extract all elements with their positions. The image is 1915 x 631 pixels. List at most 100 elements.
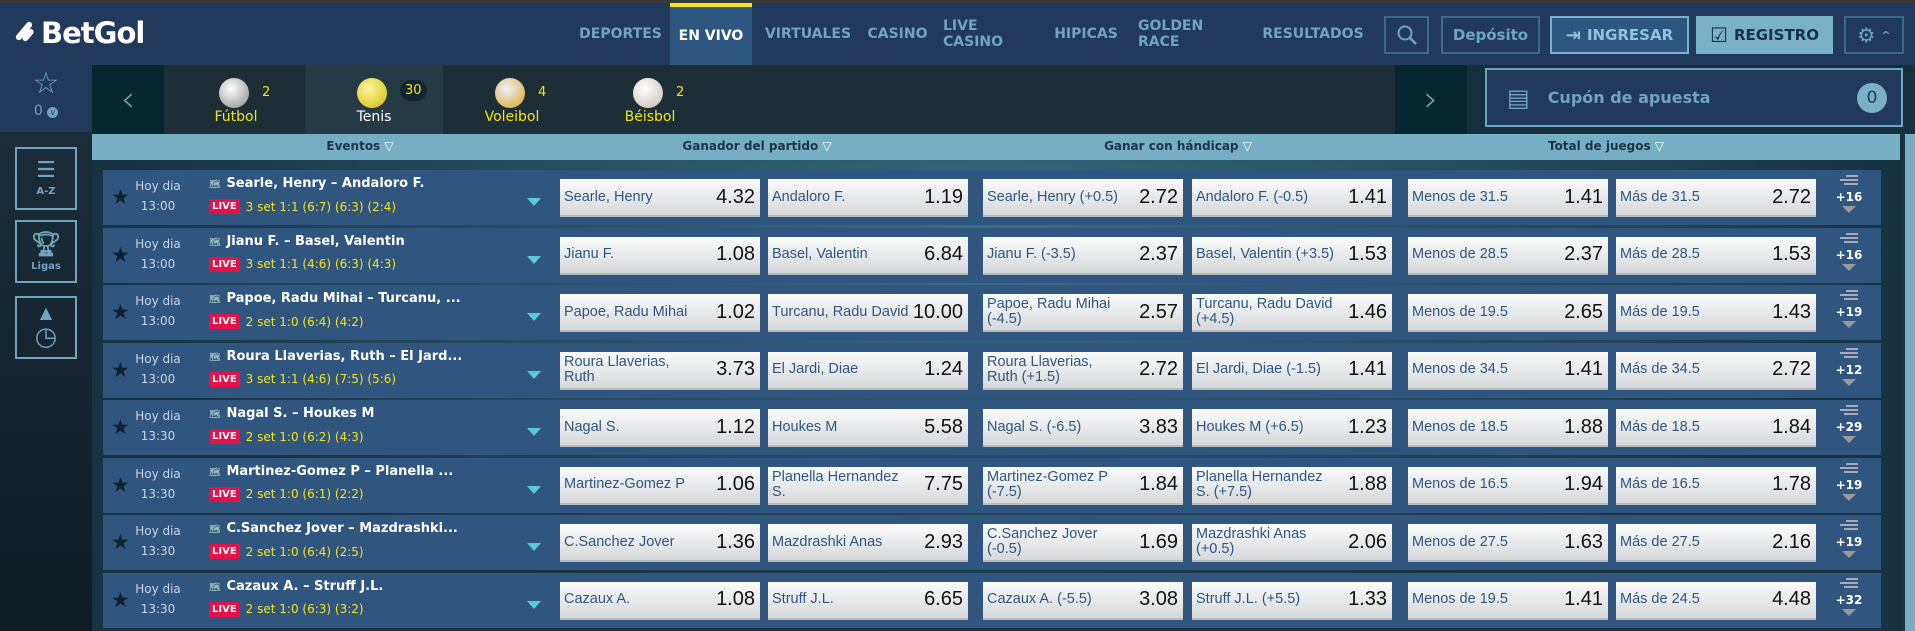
- odd-button[interactable]: Menos de 16.5 1.94: [1408, 466, 1608, 505]
- nav-live-casino[interactable]: LIVE CASINO: [943, 18, 1004, 50]
- register-button[interactable]: ☑ REGISTRO: [1696, 16, 1833, 54]
- odd-button[interactable]: Más de 27.5 2.16: [1616, 524, 1816, 562]
- odd-button[interactable]: Más de 16.5 1.78: [1616, 466, 1816, 505]
- sport-tab-béisbol[interactable]: 2 Béisbol: [581, 65, 719, 134]
- column-ganador[interactable]: Ganador del partido ▽: [682, 139, 832, 153]
- favorite-star-icon[interactable]: ★: [111, 472, 130, 497]
- odd-button[interactable]: Nagal S. (-6.5) 3.83: [983, 409, 1183, 447]
- time-sort-button[interactable]: ▲ ◷: [15, 296, 77, 359]
- favorite-star-icon[interactable]: ★: [111, 357, 130, 382]
- odd-button[interactable]: Cazaux A. (-5.5) 3.08: [983, 581, 1183, 620]
- next-sport-button[interactable]: ›: [1395, 65, 1467, 134]
- sport-tab-tenis[interactable]: 30 Tenis: [305, 65, 443, 134]
- more-markets-button[interactable]: +16: [1834, 174, 1864, 213]
- odd-button[interactable]: Basel, Valentin 6.84: [768, 236, 968, 275]
- odd-button[interactable]: Más de 19.5 1.43: [1616, 294, 1816, 332]
- column-handicap[interactable]: Ganar con hándicap ▽: [1104, 139, 1252, 153]
- expand-arrow-icon[interactable]: [527, 543, 541, 551]
- nav-virtuales[interactable]: VIRTUALES: [764, 26, 852, 42]
- sport-tab-fútbol[interactable]: 2 Fútbol: [167, 65, 305, 134]
- odd-button[interactable]: Mazdrashki Anas 2.93: [768, 524, 968, 562]
- expand-arrow-icon[interactable]: [527, 600, 541, 609]
- odd-button[interactable]: Basel, Valentin (+3.5) 1.53: [1192, 236, 1392, 275]
- prev-sport-button[interactable]: ‹: [92, 65, 164, 134]
- odd-button[interactable]: Más de 18.5 1.84: [1616, 409, 1816, 447]
- favorite-star-icon[interactable]: ★: [111, 300, 130, 324]
- odd-button[interactable]: Menos de 19.5 1.41: [1408, 581, 1608, 620]
- favorite-star-icon[interactable]: ★: [111, 587, 130, 612]
- login-button[interactable]: ⇥ INGRESAR: [1550, 16, 1689, 54]
- event-teams[interactable]: 🗺︎ Jianu F. – Basel, Valentin: [209, 233, 405, 249]
- favorites[interactable]: ☆ 0 v: [0, 65, 92, 132]
- scrollbar[interactable]: [1903, 134, 1915, 631]
- odd-button[interactable]: C.Sanchez Jover (-0.5) 1.69: [983, 524, 1183, 562]
- deposit-button[interactable]: Depósito: [1441, 16, 1540, 54]
- leagues-button[interactable]: 🏆︎ Ligas: [15, 220, 77, 283]
- odd-button[interactable]: Planella Hernandez S. 7.75: [768, 466, 968, 505]
- event-teams[interactable]: 🗺︎ Roura Llaverias, Ruth – El Jard...: [209, 348, 463, 364]
- odd-button[interactable]: Menos de 27.5 1.63: [1408, 524, 1608, 562]
- odd-button[interactable]: Más de 34.5 2.72: [1616, 351, 1816, 390]
- odd-button[interactable]: El Jardi, Diae 1.24: [768, 351, 968, 390]
- odd-button[interactable]: Jianu F. (-3.5) 2.37: [983, 236, 1183, 275]
- odd-button[interactable]: Turcanu, Radu David (+4.5) 1.46: [1192, 294, 1392, 332]
- odd-button[interactable]: Martinez-Gomez P 1.06: [560, 466, 760, 505]
- odd-button[interactable]: El Jardi, Diae (-1.5) 1.41: [1192, 351, 1392, 390]
- more-markets-button[interactable]: +12: [1834, 347, 1864, 386]
- odd-button[interactable]: Menos de 34.5 1.41: [1408, 351, 1608, 390]
- event-teams[interactable]: 🗺︎ Cazaux A. – Struff J.L.: [209, 578, 384, 594]
- more-markets-button[interactable]: +29: [1834, 404, 1864, 443]
- odd-button[interactable]: Nagal S. 1.12: [560, 409, 760, 447]
- column-total[interactable]: Total de juegos ▽: [1547, 139, 1665, 153]
- favorite-star-icon[interactable]: ★: [111, 242, 130, 267]
- nav-golden-race[interactable]: GOLDEN RACE: [1138, 18, 1204, 50]
- expand-arrow-icon[interactable]: [527, 255, 541, 264]
- odd-button[interactable]: Más de 28.5 1.53: [1616, 236, 1816, 275]
- nav-deportes[interactable]: DEPORTES: [579, 26, 662, 42]
- nav-resultados[interactable]: RESULTADOS: [1262, 26, 1364, 42]
- event-teams[interactable]: 🗺︎ Nagal S. – Houkes M: [209, 406, 375, 421]
- odd-button[interactable]: Mazdrashki Anas (+0.5) 2.06: [1192, 524, 1392, 562]
- odd-button[interactable]: Menos de 18.5 1.88: [1408, 409, 1608, 447]
- favorite-star-icon[interactable]: ★: [111, 185, 130, 209]
- more-markets-button[interactable]: +32: [1834, 577, 1864, 616]
- odd-button[interactable]: Cazaux A. 1.08: [560, 581, 760, 620]
- expand-arrow-icon[interactable]: [527, 428, 541, 436]
- sport-tab-voleibol[interactable]: 4 Voleibol: [443, 65, 581, 134]
- more-markets-button[interactable]: +19: [1834, 519, 1864, 558]
- odd-button[interactable]: Más de 24.5 4.48: [1616, 581, 1816, 620]
- odd-button[interactable]: Menos de 19.5 2.65: [1408, 294, 1608, 332]
- odd-button[interactable]: Struff J.L. 6.65: [768, 581, 968, 620]
- odd-button[interactable]: Jianu F. 1.08: [560, 236, 760, 275]
- more-markets-button[interactable]: +19: [1834, 462, 1864, 501]
- odd-button[interactable]: Turcanu, Radu David 10.00: [768, 294, 968, 332]
- column-eventos[interactable]: Eventos ▽: [326, 139, 394, 153]
- odd-button[interactable]: Andaloro F. (-0.5) 1.41: [1192, 179, 1392, 217]
- odd-button[interactable]: C.Sanchez Jover 1.36: [560, 524, 760, 562]
- more-markets-button[interactable]: +19: [1834, 289, 1864, 328]
- event-teams[interactable]: 🗺︎ Searle, Henry – Andaloro F.: [209, 176, 425, 191]
- odd-button[interactable]: Martinez-Gomez P (-7.5) 1.84: [983, 466, 1183, 505]
- event-teams[interactable]: 🗺︎ Martinez-Gomez P – Planella ...: [209, 463, 454, 479]
- odd-button[interactable]: Menos de 31.5 1.41: [1408, 179, 1608, 217]
- favorite-star-icon[interactable]: ★: [111, 415, 130, 439]
- odd-button[interactable]: Papoe, Radu Mihai 1.02: [560, 294, 760, 332]
- odd-button[interactable]: Roura Llaverias, Ruth 3.73: [560, 351, 760, 390]
- settings-button[interactable]: ⚙ ^: [1844, 16, 1904, 54]
- odd-button[interactable]: Más de 31.5 2.72: [1616, 179, 1816, 217]
- odd-button[interactable]: Menos de 28.5 2.37: [1408, 236, 1608, 275]
- nav-casino[interactable]: CASINO: [867, 26, 928, 42]
- odd-button[interactable]: Struff J.L. (+5.5) 1.33: [1192, 581, 1392, 620]
- favorite-star-icon[interactable]: ★: [111, 530, 130, 554]
- odd-button[interactable]: Searle, Henry (+0.5) 2.72: [983, 179, 1183, 217]
- az-button[interactable]: ☰ A-Z: [15, 147, 77, 210]
- nav-en-vivo[interactable]: EN VIVO: [670, 3, 752, 65]
- odd-button[interactable]: Houkes M 5.58: [768, 409, 968, 447]
- odd-button[interactable]: Houkes M (+6.5) 1.23: [1192, 409, 1392, 447]
- expand-arrow-icon[interactable]: [527, 485, 541, 494]
- event-teams[interactable]: 🗺︎ C.Sanchez Jover – Mazdrashki...: [209, 521, 458, 536]
- event-teams[interactable]: 🗺︎ Papoe, Radu Mihai – Turcanu, ...: [209, 291, 461, 306]
- odd-button[interactable]: Searle, Henry 4.32: [560, 179, 760, 217]
- expand-arrow-icon[interactable]: [527, 370, 541, 379]
- nav-hipicas[interactable]: HIPICAS: [1054, 26, 1118, 42]
